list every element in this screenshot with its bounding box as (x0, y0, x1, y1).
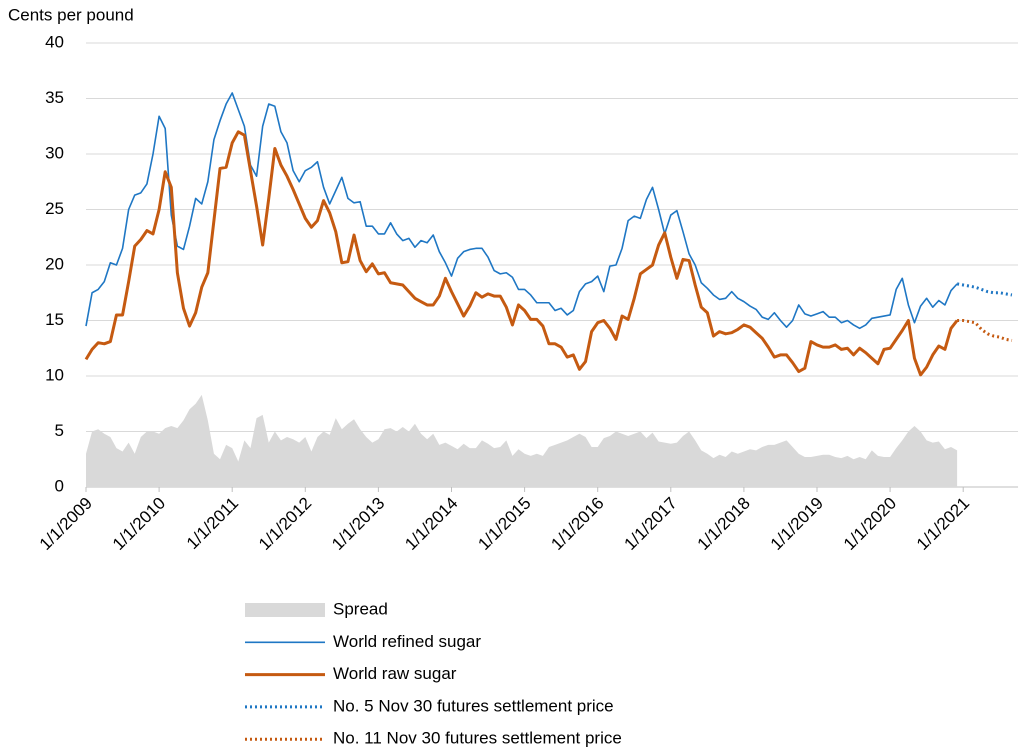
x-tick-label: 1/1/2012 (255, 494, 315, 554)
x-tick-label: 1/1/2014 (401, 494, 461, 554)
y-tick-label: 25 (45, 199, 64, 218)
y-axis-label: Cents per pound (8, 5, 134, 24)
legend-label: Spread (333, 599, 388, 618)
legend-label: No. 11 Nov 30 futures settlement price (333, 729, 622, 748)
x-tick-label: 1/1/2020 (840, 494, 900, 554)
series-line (956, 282, 1013, 297)
y-tick-label: 10 (45, 365, 64, 384)
x-tick-label: 1/1/2011 (183, 494, 242, 553)
y-tick-label: 0 (55, 476, 64, 495)
x-tick-label: 1/1/2019 (767, 494, 827, 554)
legend-swatch (245, 603, 325, 617)
x-tick-label: 1/1/2013 (328, 494, 388, 554)
y-tick-label: 40 (45, 32, 64, 51)
series-line (957, 319, 1013, 342)
x-tick-label: 1/1/2021 (913, 494, 973, 554)
x-tick-label: 1/1/2015 (474, 494, 534, 554)
y-tick-label: 15 (45, 310, 64, 329)
x-tick-label: 1/1/2016 (547, 494, 607, 554)
legend-label: No. 5 Nov 30 futures settlement price (333, 696, 614, 715)
series-line (85, 92, 958, 330)
legend-label: World refined sugar (333, 632, 481, 651)
y-tick-label: 30 (45, 143, 64, 162)
legend-label: World raw sugar (333, 664, 457, 683)
series-line (84, 130, 959, 377)
x-tick-label: 1/1/2018 (694, 494, 754, 554)
spread-area (86, 394, 958, 487)
y-tick-label: 20 (45, 254, 64, 273)
x-tick-label: 1/1/2017 (621, 494, 681, 554)
y-tick-label: 35 (45, 88, 64, 107)
x-tick-label: 1/1/2010 (109, 494, 169, 554)
y-tick-label: 5 (55, 421, 64, 440)
x-tick-label: 1/1/2009 (36, 494, 96, 554)
